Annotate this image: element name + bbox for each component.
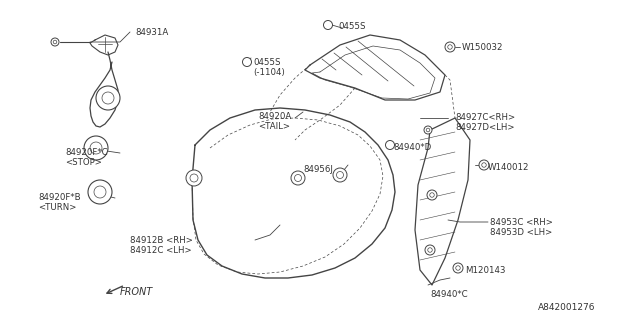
Text: A842001276: A842001276 bbox=[538, 303, 595, 312]
Circle shape bbox=[96, 86, 120, 110]
Text: <TAIL>: <TAIL> bbox=[258, 122, 290, 131]
Circle shape bbox=[453, 263, 463, 273]
Text: 84953C <RH>: 84953C <RH> bbox=[490, 218, 553, 227]
Text: (-1104): (-1104) bbox=[253, 68, 285, 77]
Circle shape bbox=[337, 172, 344, 179]
Text: W140012: W140012 bbox=[488, 163, 529, 172]
Text: <TURN>: <TURN> bbox=[38, 203, 76, 212]
Circle shape bbox=[53, 40, 57, 44]
Circle shape bbox=[429, 193, 435, 197]
Text: 84927C<RH>: 84927C<RH> bbox=[455, 113, 515, 122]
Circle shape bbox=[88, 180, 112, 204]
Circle shape bbox=[445, 42, 455, 52]
Circle shape bbox=[84, 136, 108, 160]
Text: 84920F*C: 84920F*C bbox=[65, 148, 108, 157]
Circle shape bbox=[385, 140, 394, 149]
Circle shape bbox=[427, 190, 437, 200]
Text: 84940*C: 84940*C bbox=[430, 290, 468, 299]
Text: W150032: W150032 bbox=[462, 43, 504, 52]
Text: <STOP>: <STOP> bbox=[65, 158, 102, 167]
Circle shape bbox=[51, 38, 59, 46]
Circle shape bbox=[323, 20, 333, 29]
Circle shape bbox=[243, 58, 252, 67]
Circle shape bbox=[294, 174, 301, 181]
Circle shape bbox=[291, 171, 305, 185]
Text: FRONT: FRONT bbox=[120, 287, 153, 297]
Circle shape bbox=[424, 126, 432, 134]
Circle shape bbox=[456, 266, 460, 270]
Text: 84940*D: 84940*D bbox=[393, 143, 431, 152]
Circle shape bbox=[333, 168, 347, 182]
Circle shape bbox=[102, 92, 114, 104]
Circle shape bbox=[190, 174, 198, 182]
Circle shape bbox=[426, 128, 430, 132]
Circle shape bbox=[482, 163, 486, 167]
Text: 0455S: 0455S bbox=[338, 22, 365, 31]
Circle shape bbox=[448, 45, 452, 49]
Circle shape bbox=[425, 245, 435, 255]
Circle shape bbox=[90, 142, 102, 154]
Text: 84912B <RH>: 84912B <RH> bbox=[130, 236, 193, 245]
Circle shape bbox=[479, 160, 489, 170]
Text: 84956J: 84956J bbox=[303, 165, 333, 174]
Circle shape bbox=[428, 248, 432, 252]
Text: 0455S: 0455S bbox=[253, 58, 280, 67]
Text: M120143: M120143 bbox=[465, 266, 506, 275]
Text: 84927D<LH>: 84927D<LH> bbox=[455, 123, 515, 132]
Text: 84953D <LH>: 84953D <LH> bbox=[490, 228, 552, 237]
Text: 84920F*B: 84920F*B bbox=[38, 193, 81, 202]
Circle shape bbox=[186, 170, 202, 186]
Text: 84920A: 84920A bbox=[258, 112, 291, 121]
Text: 84931A: 84931A bbox=[135, 28, 168, 37]
Text: 84912C <LH>: 84912C <LH> bbox=[130, 246, 191, 255]
Circle shape bbox=[94, 186, 106, 198]
